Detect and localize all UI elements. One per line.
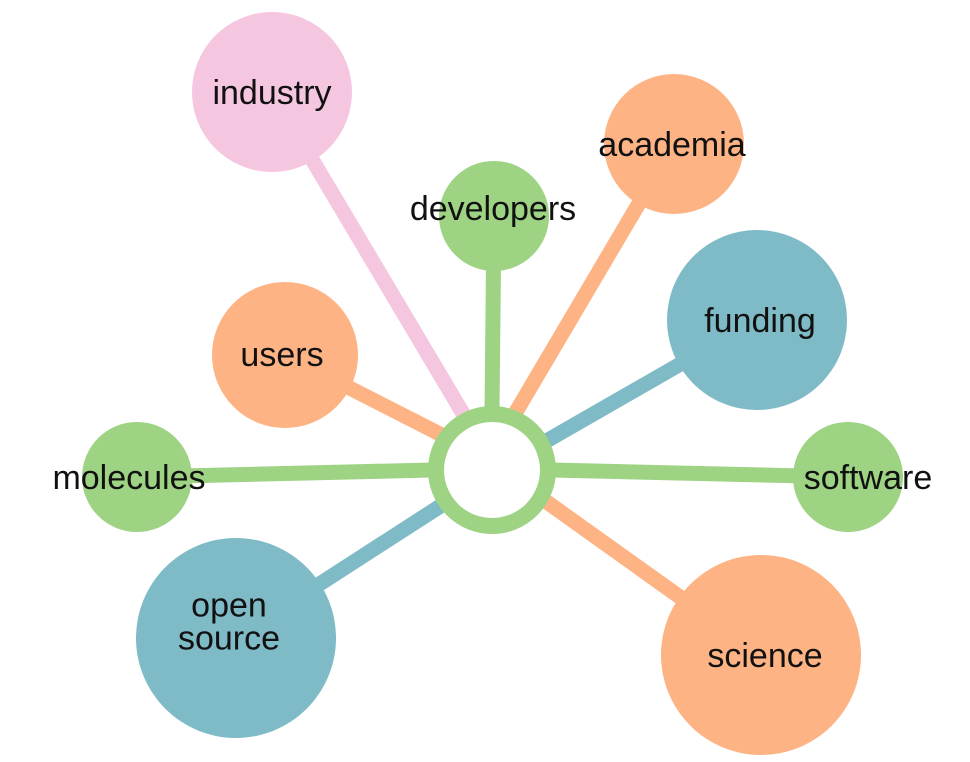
node-label-academia: academia	[598, 126, 746, 164]
node-molecules: molecules	[52, 422, 206, 532]
hub-layer	[428, 406, 556, 534]
node-circle-users	[212, 282, 358, 428]
node-label-open-source: open source	[178, 587, 280, 658]
node-circle-science	[661, 555, 861, 755]
node-academia: academia	[598, 74, 746, 214]
node-label-users: users	[240, 336, 323, 374]
node-label-industry: industry	[212, 74, 331, 112]
node-label-software: software	[804, 459, 933, 497]
node-circle-software	[793, 422, 903, 532]
node-circle-funding	[667, 230, 847, 410]
node-circle-industry	[192, 12, 352, 172]
node-circle-open-source	[136, 538, 336, 738]
node-users: users	[212, 282, 358, 428]
node-circle-molecules	[82, 422, 192, 532]
nodes-layer: industry academia developers funding users mo…	[52, 12, 932, 755]
node-label-science: science	[707, 637, 822, 675]
node-label-developers: developers	[410, 190, 576, 228]
node-label-funding: funding	[704, 302, 816, 340]
node-software: software	[793, 422, 932, 532]
node-label-line: open	[191, 587, 267, 625]
node-circle-developers	[439, 161, 549, 271]
hub-ring	[428, 406, 556, 534]
node-industry: industry	[192, 12, 352, 172]
node-circle-academia	[604, 74, 744, 214]
node-developers: developers	[410, 161, 576, 271]
node-science: science	[661, 555, 861, 755]
node-funding: funding	[667, 230, 847, 410]
node-open-source: open source	[136, 538, 336, 738]
node-label-molecules: molecules	[52, 459, 205, 497]
node-label-line: source	[178, 620, 280, 658]
